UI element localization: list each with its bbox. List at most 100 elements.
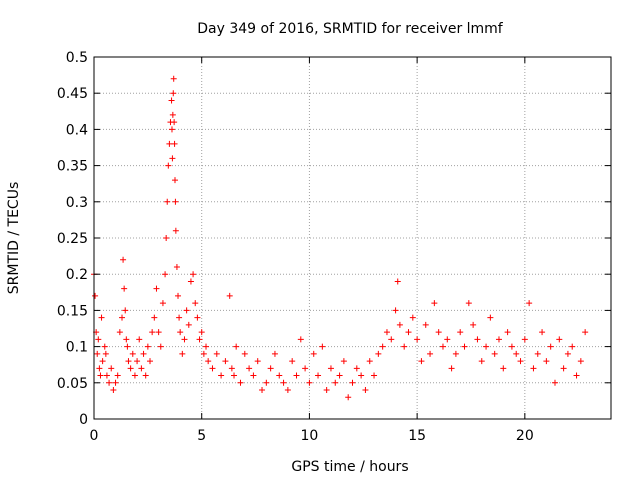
data-point <box>508 343 515 350</box>
data-point <box>388 336 395 343</box>
data-point <box>131 372 138 379</box>
data-point <box>194 314 201 321</box>
data-point <box>179 350 186 357</box>
data-point <box>121 285 128 292</box>
data-point <box>228 365 235 372</box>
data-point <box>209 365 216 372</box>
data-point <box>547 343 554 350</box>
y-tick-label: 0.5 <box>66 50 88 66</box>
data-point <box>122 307 129 314</box>
y-tick-label: 0 <box>79 412 88 428</box>
data-point <box>526 300 533 307</box>
data-point <box>379 343 386 350</box>
data-point <box>171 119 178 126</box>
data-point <box>170 90 177 97</box>
data-point <box>396 321 403 328</box>
data-point <box>405 329 412 336</box>
data-point <box>138 365 145 372</box>
data-point <box>241 350 248 357</box>
data-point <box>366 358 373 365</box>
x-tick-label: 0 <box>90 428 99 444</box>
data-point <box>171 177 178 184</box>
data-point <box>106 379 113 386</box>
data-point <box>470 321 477 328</box>
data-point <box>101 343 108 350</box>
data-point <box>418 358 425 365</box>
data-point <box>332 379 339 386</box>
data-point <box>254 358 261 365</box>
data-point <box>293 372 300 379</box>
data-point <box>140 350 147 357</box>
data-point <box>302 365 309 372</box>
data-point <box>151 314 158 321</box>
data-point <box>98 314 105 321</box>
data-point <box>483 343 490 350</box>
data-point <box>457 329 464 336</box>
data-point <box>297 336 304 343</box>
data-point <box>203 343 210 350</box>
data-point <box>153 285 160 292</box>
data-point <box>362 387 369 394</box>
data-point <box>530 365 537 372</box>
x-axis-label: GPS time / hours <box>291 459 408 475</box>
data-point <box>124 343 131 350</box>
data-point <box>452 350 459 357</box>
data-point <box>190 271 197 278</box>
data-point <box>564 350 571 357</box>
data-point <box>226 292 233 299</box>
data-point <box>327 365 334 372</box>
data-point <box>155 329 162 336</box>
data-point <box>168 126 175 133</box>
data-point <box>556 336 563 343</box>
data-point <box>181 336 188 343</box>
data-point <box>560 365 567 372</box>
data-point <box>96 365 103 372</box>
data-point <box>187 278 194 285</box>
data-point <box>414 336 421 343</box>
data-point <box>173 263 180 270</box>
data-point <box>478 358 485 365</box>
y-tick-label: 0.15 <box>57 303 88 319</box>
grid <box>94 57 611 419</box>
data-point <box>168 97 175 104</box>
data-point <box>375 350 382 357</box>
y-tick-label: 0.3 <box>66 195 88 211</box>
data-point <box>310 350 317 357</box>
data-points <box>91 75 589 401</box>
data-point <box>431 300 438 307</box>
data-point <box>340 358 347 365</box>
data-point <box>539 329 546 336</box>
data-point <box>280 379 287 386</box>
data-point <box>401 343 408 350</box>
chart-title: Day 349 of 2016, SRMTID for receiver lmm… <box>197 21 504 37</box>
data-point <box>192 300 199 307</box>
data-point <box>92 292 99 299</box>
data-point <box>491 350 498 357</box>
data-point <box>392 307 399 314</box>
data-point <box>517 358 524 365</box>
data-point <box>465 300 472 307</box>
data-point <box>237 379 244 386</box>
data-point <box>319 343 326 350</box>
data-point <box>176 314 183 321</box>
y-tick-label: 0.1 <box>66 340 88 356</box>
data-point <box>175 292 182 299</box>
data-point <box>315 372 322 379</box>
data-point <box>439 343 446 350</box>
data-point <box>306 379 313 386</box>
x-tick-label: 20 <box>516 428 534 444</box>
data-point <box>185 321 192 328</box>
y-tick-label: 0.35 <box>57 159 88 175</box>
data-point <box>110 387 117 394</box>
data-point <box>127 365 134 372</box>
data-point <box>119 314 126 321</box>
data-point <box>112 379 119 386</box>
data-point <box>171 140 178 147</box>
data-point <box>250 372 257 379</box>
x-tick-label: 10 <box>301 428 319 444</box>
data-point <box>487 314 494 321</box>
data-point <box>504 329 511 336</box>
data-point <box>336 372 343 379</box>
data-point <box>205 358 212 365</box>
